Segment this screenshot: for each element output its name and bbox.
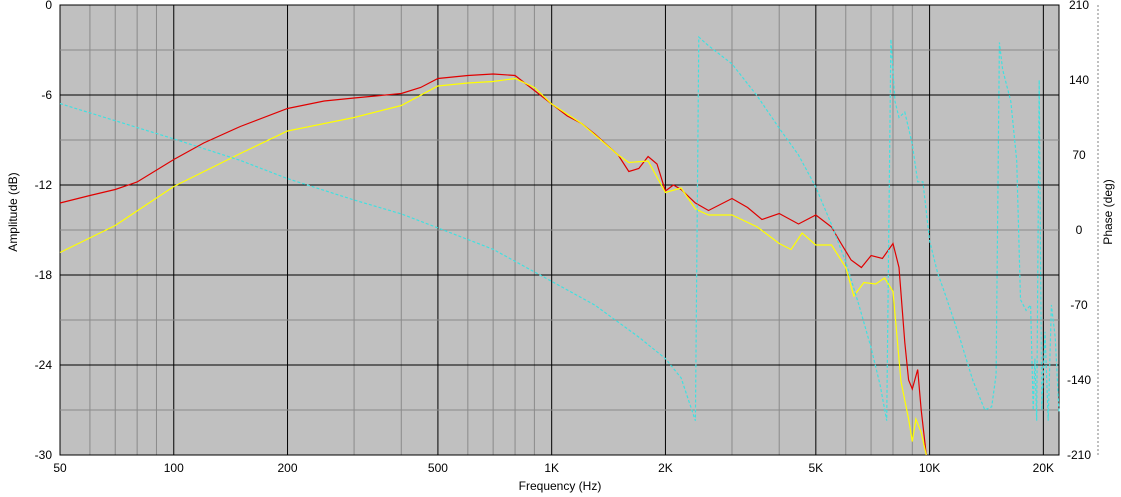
- y-tick-label: -6: [41, 88, 52, 102]
- y2-tick-label: 0: [1076, 223, 1083, 237]
- y2-tick-label: 70: [1072, 148, 1086, 162]
- x-tick-label: 50: [53, 461, 67, 475]
- series-line-3: [59, 35, 1060, 421]
- y-tick-label: -24: [35, 358, 53, 372]
- y-tick-labels: 0 -6 -12 -18 -24 -30: [35, 0, 53, 462]
- series-line-1: [59, 73, 927, 456]
- x-tick-label: 200: [278, 461, 298, 475]
- x-tick-label: 500: [428, 461, 448, 475]
- x-tick-label: 10K: [919, 461, 940, 475]
- x-tick-label: 1K: [544, 461, 559, 475]
- y2-tick-label: -210: [1067, 448, 1091, 462]
- series-layer: [59, 35, 1060, 456]
- y2-tick-label: -140: [1067, 373, 1091, 387]
- y-tick-label: 0: [45, 0, 52, 12]
- x-tick-label: 2K: [658, 461, 673, 475]
- y-tick-label: -30: [35, 448, 53, 462]
- grid-lines: [59, 4, 1059, 456]
- y-tick-label: -18: [35, 268, 53, 282]
- x-tick-label: 5K: [808, 461, 823, 475]
- series-line-2: [59, 77, 927, 456]
- y2-tick-label: 210: [1069, 0, 1089, 12]
- x-tick-label: 100: [164, 461, 184, 475]
- x-tick-labels: 50 100 200 500 1K 2K 5K 10K 20K: [53, 461, 1054, 475]
- y2-tick-labels: 210 140 70 0 -70 -140 -210: [1067, 0, 1091, 462]
- y-tick-label: -12: [35, 178, 53, 192]
- y2-axis-label: Phase (deg): [1101, 179, 1115, 244]
- y2-tick-label: 140: [1069, 73, 1089, 87]
- x-tick-label: 20K: [1033, 461, 1054, 475]
- y2-tick-label: -70: [1070, 298, 1088, 312]
- y-axis-label: Amplitude (dB): [6, 172, 20, 251]
- x-axis-label: Frequency (Hz): [519, 479, 602, 493]
